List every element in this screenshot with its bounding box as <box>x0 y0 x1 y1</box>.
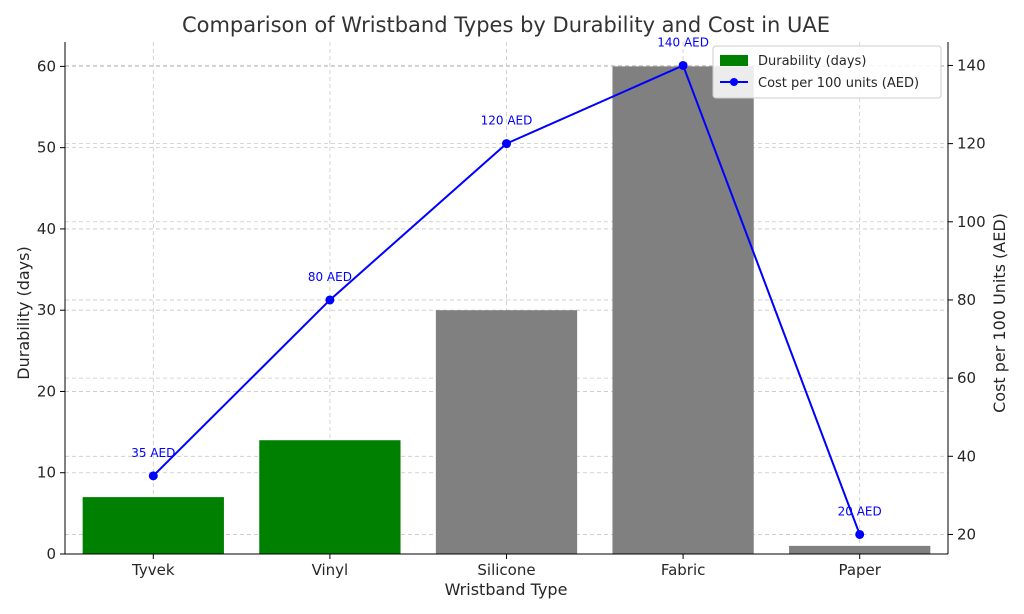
x-axis-title: Wristband Type <box>445 580 568 599</box>
y-tick-label: 20 <box>37 382 56 400</box>
y-tick-label: 50 <box>37 139 56 157</box>
cost-point-fabric <box>678 60 688 70</box>
bar-tyvek <box>82 497 224 554</box>
y-tick-label: 0 <box>46 545 56 563</box>
bar-paper <box>789 545 931 554</box>
cost-point-tyvek <box>148 471 158 481</box>
y2-tick-label: 20 <box>957 525 976 543</box>
bar-silicone <box>435 310 578 554</box>
y-tick-label: 30 <box>37 301 56 319</box>
cost-point-silicone <box>502 139 511 149</box>
bar-vinyl <box>259 440 401 554</box>
chart-title: Comparison of Wristband Types by Durabil… <box>182 13 830 37</box>
y2-tick-label: 140 <box>957 56 986 74</box>
axes-layer: 0 10 20 30 40 50 60 20 40 60 80 100 120 140 Tyvek Vinyl… <box>37 42 986 579</box>
x-tick-label: Vinyl <box>312 561 349 579</box>
legend-label-durability: Durability (days) <box>758 54 866 69</box>
legend-line-marker <box>730 78 738 86</box>
x-tick-label: Fabric <box>661 561 706 579</box>
legend-bar-swatch <box>720 55 748 66</box>
legend-label-cost: Cost per 100 units (AED) <box>758 76 919 91</box>
legend-box <box>712 45 942 99</box>
y-tick-label: 40 <box>37 220 56 238</box>
y2-axis-title: Cost per 100 Units (AED) <box>990 213 1009 413</box>
y-tick-label: 10 <box>37 464 56 482</box>
legend: Durability (days) Cost per 100 units (AE… <box>712 45 942 99</box>
y2-tick-label: 120 <box>957 135 986 153</box>
cost-data-label: 35 AED <box>131 446 175 460</box>
x-tick-label: Silicone <box>477 561 535 579</box>
cost-data-label: 80 AED <box>308 270 352 284</box>
labels-layer: 35 AED 80 AED 120 AED 140 AED 20 AED <box>131 35 882 518</box>
y-tick-label: 60 <box>37 57 56 75</box>
cost-data-label: 20 AED <box>838 504 882 518</box>
y2-tick-label: 40 <box>957 447 976 465</box>
bar-fabric <box>612 66 754 554</box>
x-tick-label: Paper <box>838 561 881 579</box>
cost-point-paper <box>855 529 865 539</box>
y2-tick-label: 60 <box>957 369 976 387</box>
bars-layer <box>82 66 931 554</box>
y2-tick-label: 80 <box>957 291 976 309</box>
x-tick-label: Tyvek <box>131 561 175 579</box>
y2-tick-label: 100 <box>957 213 986 231</box>
y-axis-title: Durability (days) <box>14 246 33 379</box>
cost-data-label: 120 AED <box>481 114 533 128</box>
cost-data-label: 140 AED <box>657 35 709 49</box>
line-layer <box>148 60 865 539</box>
cost-point-vinyl <box>325 295 335 305</box>
